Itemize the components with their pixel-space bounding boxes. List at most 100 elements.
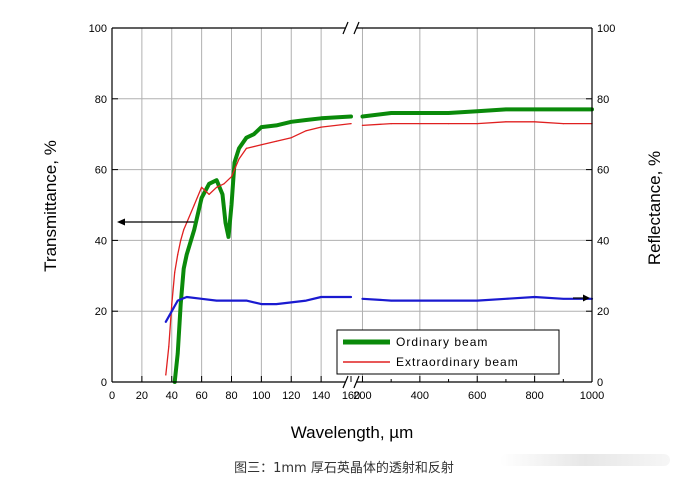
data-point (245, 300, 247, 302)
annotation-arrow-right (573, 294, 590, 302)
data-point (168, 346, 170, 348)
data-point (177, 300, 179, 302)
data-point (562, 108, 564, 110)
tick-label-x: 80 (225, 390, 237, 402)
tick-label-y-left: 80 (95, 94, 107, 106)
data-point (350, 296, 352, 298)
data-point (350, 123, 352, 125)
tick-label-y-left: 0 (101, 377, 107, 389)
data-point (183, 268, 185, 270)
series-extraordinary-beam-line-segment-1 (165, 122, 352, 376)
data-point (260, 303, 262, 305)
axis-break-mark (353, 21, 360, 35)
data-point (186, 296, 188, 298)
data-point (476, 123, 478, 125)
series-reflectance (164, 295, 594, 323)
data-point (224, 222, 227, 224)
data-point (419, 123, 421, 125)
data-point (476, 110, 478, 112)
data-point (177, 254, 179, 256)
data-point (260, 126, 262, 128)
data-point (419, 112, 421, 114)
data-point (275, 124, 277, 126)
tick-label-y-right: 60 (597, 165, 609, 177)
data-point (290, 137, 292, 139)
data-point (223, 183, 225, 185)
data-point (361, 298, 364, 300)
tick-label-y-left: 20 (95, 306, 107, 318)
data-point (305, 119, 307, 121)
data-point (419, 300, 421, 302)
tick-label-x: 400 (411, 390, 429, 402)
watermark (500, 454, 670, 466)
data-point (230, 300, 233, 302)
series-layer (164, 107, 594, 384)
data-point (290, 121, 292, 123)
legend: Ordinary beam Extraordinary beam (336, 329, 560, 375)
data-point (216, 186, 218, 188)
data-point (230, 204, 233, 206)
data-point (275, 140, 277, 142)
data-point (275, 303, 277, 305)
y-axis-title-right: Reflectance, % (645, 151, 664, 265)
tick-label-x: 120 (282, 390, 300, 402)
data-point (305, 300, 307, 302)
data-point (238, 158, 240, 160)
tick-label-x: 0 (109, 390, 115, 402)
data-point (230, 176, 233, 178)
tick-label-x: 1000 (580, 390, 604, 402)
data-point (505, 298, 507, 300)
tick-label-x: 200 (353, 390, 371, 402)
data-point (165, 321, 167, 323)
data-point (193, 229, 195, 231)
data-point (505, 121, 507, 123)
tick-label-x: 40 (166, 390, 178, 402)
tick-label-x: 800 (525, 390, 543, 402)
tick-label-x: 160 (342, 390, 360, 402)
data-point (350, 115, 352, 118)
data-point (208, 183, 210, 185)
data-point (193, 204, 195, 206)
tick-label-y-left: 60 (95, 165, 107, 177)
data-point (447, 112, 450, 114)
data-point (390, 112, 392, 114)
tick-label-y-right: 40 (597, 235, 609, 247)
data-point (171, 310, 173, 312)
data-point (320, 117, 322, 119)
data-point (320, 296, 322, 298)
data-point (562, 123, 564, 125)
data-point (245, 137, 247, 139)
data-point (216, 300, 218, 302)
tick-label-x: 140 (312, 390, 330, 402)
axis-break-mark (342, 21, 349, 35)
series-reflectance-line-segment-1 (164, 295, 353, 323)
data-point (201, 298, 203, 300)
data-point (180, 303, 182, 305)
tick-label-x: 600 (468, 390, 486, 402)
data-point (216, 179, 218, 181)
data-point (361, 124, 364, 126)
data-point (361, 115, 364, 118)
data-point (177, 353, 179, 355)
data-point (562, 298, 564, 300)
tick-label-y-right: 0 (597, 377, 603, 389)
data-point (260, 144, 262, 146)
data-point (476, 300, 478, 302)
tick-label-y-right: 80 (597, 94, 609, 106)
data-point (186, 254, 188, 256)
data-point (165, 374, 167, 376)
data-point (534, 296, 536, 298)
tick-label-x: 60 (196, 390, 208, 402)
data-point (534, 108, 536, 110)
data-point (227, 236, 230, 238)
tick-label-y-right: 100 (597, 23, 615, 35)
data-point (238, 147, 240, 149)
arrow-left-head (117, 218, 125, 226)
series-ordinary-beam (172, 107, 594, 384)
annotation-arrow-left (117, 218, 194, 226)
legend-label-extraordinary: Extraordinary beam (396, 355, 519, 369)
tick-label-x: 100 (252, 390, 270, 402)
tick-label-x: 20 (136, 390, 148, 402)
